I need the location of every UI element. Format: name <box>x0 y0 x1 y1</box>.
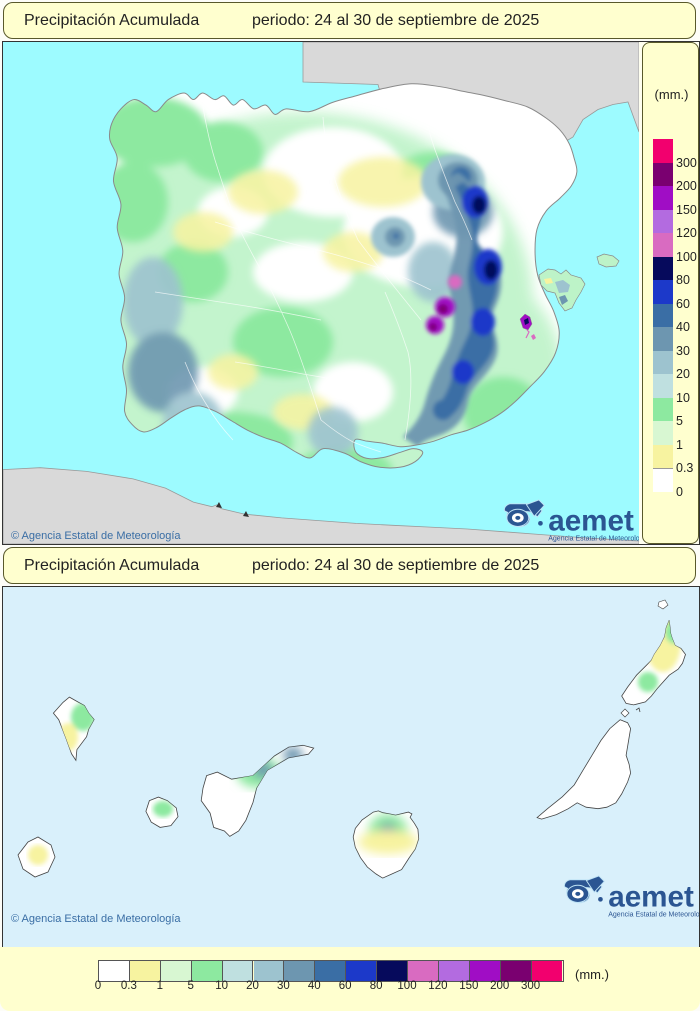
svg-text:aemet: aemet <box>608 880 694 913</box>
svg-text:aemet: aemet <box>548 504 634 537</box>
svg-text:Agencia Estatal de Meteorologí: Agencia Estatal de Meteorología <box>548 535 639 542</box>
svg-text:Agencia Estatal de Meteorologí: Agencia Estatal de Meteorología <box>608 911 699 918</box>
svg-text:© Agencia Estatal de Meteorolo: © Agencia Estatal de Meteorología <box>11 530 181 542</box>
svg-text:© Agencia Estatal de Meteorolo: © Agencia Estatal de Meteorología <box>11 913 181 925</box>
